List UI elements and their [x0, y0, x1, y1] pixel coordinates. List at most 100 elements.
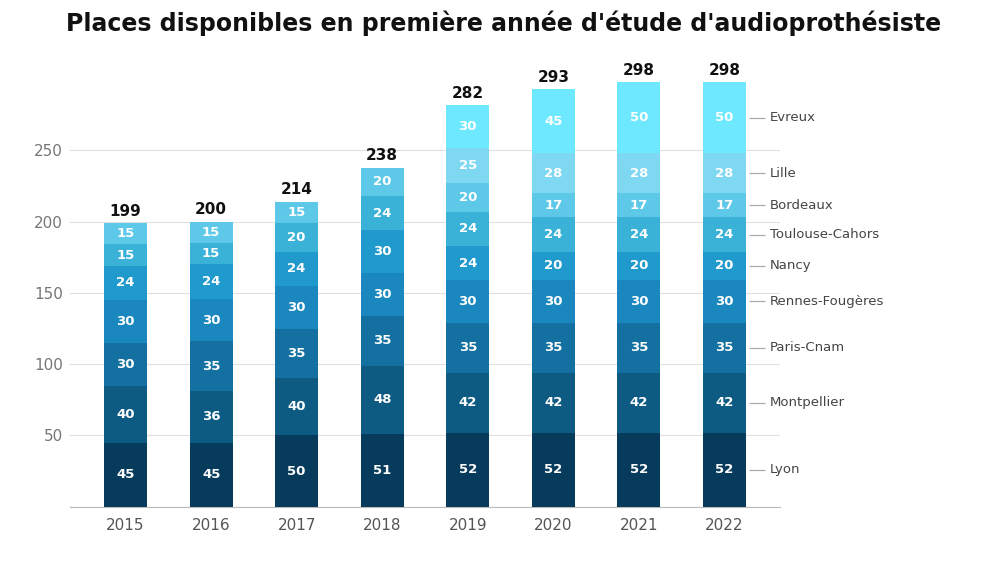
- Text: 36: 36: [202, 410, 220, 423]
- Bar: [446, 323, 489, 373]
- Text: 30: 30: [459, 120, 477, 133]
- Bar: [104, 386, 147, 443]
- Text: 51: 51: [373, 464, 391, 477]
- Bar: [190, 341, 233, 391]
- Text: 30: 30: [373, 245, 391, 258]
- Bar: [617, 217, 660, 252]
- Bar: [532, 217, 575, 252]
- Bar: [532, 432, 575, 507]
- Text: 15: 15: [116, 249, 135, 262]
- Text: 40: 40: [116, 408, 135, 421]
- Text: 24: 24: [202, 275, 220, 288]
- Text: 42: 42: [630, 396, 648, 409]
- Text: 200: 200: [195, 203, 227, 217]
- Text: 17: 17: [544, 199, 562, 212]
- Bar: [617, 193, 660, 217]
- Bar: [703, 323, 746, 373]
- Bar: [446, 212, 489, 246]
- Text: Montpellier: Montpellier: [770, 396, 845, 409]
- Text: 20: 20: [544, 260, 563, 272]
- Bar: [275, 223, 318, 252]
- Text: 15: 15: [288, 206, 306, 219]
- Bar: [190, 391, 233, 443]
- Text: Toulouse-Cahors: Toulouse-Cahors: [770, 228, 879, 241]
- Text: 24: 24: [715, 228, 734, 241]
- Bar: [275, 202, 318, 223]
- Text: 15: 15: [116, 227, 135, 240]
- Bar: [703, 280, 746, 323]
- Text: 45: 45: [544, 115, 563, 128]
- Text: Places disponibles en première année d'étude d'audioprothésiste: Places disponibles en première année d'é…: [66, 11, 942, 36]
- Text: 30: 30: [202, 314, 220, 327]
- Text: 35: 35: [715, 341, 734, 354]
- Bar: [361, 316, 404, 365]
- Text: 293: 293: [537, 70, 569, 85]
- Text: 30: 30: [373, 288, 391, 301]
- Text: 24: 24: [373, 207, 391, 220]
- Bar: [617, 252, 660, 280]
- Bar: [104, 343, 147, 386]
- Bar: [104, 300, 147, 343]
- Bar: [617, 432, 660, 507]
- Bar: [275, 329, 318, 378]
- Bar: [275, 435, 318, 507]
- Text: Bordeaux: Bordeaux: [770, 199, 833, 212]
- Bar: [532, 89, 575, 153]
- Bar: [190, 243, 233, 265]
- Bar: [617, 280, 660, 323]
- Bar: [446, 105, 489, 148]
- Bar: [361, 168, 404, 196]
- Bar: [617, 323, 660, 373]
- Text: 25: 25: [459, 159, 477, 172]
- Text: 298: 298: [708, 62, 740, 78]
- Bar: [703, 193, 746, 217]
- Text: 214: 214: [281, 182, 313, 198]
- Text: 15: 15: [202, 247, 220, 260]
- Text: 40: 40: [287, 400, 306, 413]
- Text: 282: 282: [452, 86, 484, 101]
- Text: 35: 35: [459, 341, 477, 354]
- Text: 298: 298: [623, 62, 655, 78]
- Text: 17: 17: [715, 199, 734, 212]
- Bar: [275, 286, 318, 329]
- Text: 30: 30: [630, 295, 648, 308]
- Bar: [446, 432, 489, 507]
- Text: 30: 30: [287, 301, 306, 314]
- Bar: [703, 82, 746, 153]
- Text: 35: 35: [373, 334, 391, 347]
- Text: 50: 50: [715, 111, 734, 124]
- Bar: [532, 280, 575, 323]
- Bar: [104, 266, 147, 300]
- Bar: [361, 434, 404, 507]
- Text: 30: 30: [459, 295, 477, 308]
- Text: 15: 15: [202, 226, 220, 239]
- Text: Paris-Cnam: Paris-Cnam: [770, 341, 845, 354]
- Bar: [190, 222, 233, 243]
- Text: 42: 42: [544, 396, 563, 409]
- Text: 52: 52: [715, 463, 734, 476]
- Text: Evreux: Evreux: [770, 111, 816, 124]
- Text: 30: 30: [715, 295, 734, 308]
- Bar: [532, 193, 575, 217]
- Text: 30: 30: [116, 358, 135, 370]
- Text: 52: 52: [459, 463, 477, 476]
- Bar: [532, 373, 575, 432]
- Bar: [190, 443, 233, 507]
- Text: Lyon: Lyon: [770, 463, 800, 476]
- Text: 24: 24: [459, 222, 477, 235]
- Text: 24: 24: [544, 228, 563, 241]
- Bar: [104, 443, 147, 507]
- Bar: [703, 252, 746, 280]
- Bar: [446, 148, 489, 183]
- Text: 20: 20: [373, 175, 391, 188]
- Text: 52: 52: [630, 463, 648, 476]
- Text: 20: 20: [630, 260, 648, 272]
- Bar: [275, 378, 318, 435]
- Text: 28: 28: [544, 167, 563, 180]
- Bar: [104, 244, 147, 266]
- Text: 28: 28: [715, 167, 734, 180]
- Bar: [361, 365, 404, 434]
- Bar: [617, 82, 660, 153]
- Bar: [361, 230, 404, 273]
- Text: 42: 42: [459, 396, 477, 409]
